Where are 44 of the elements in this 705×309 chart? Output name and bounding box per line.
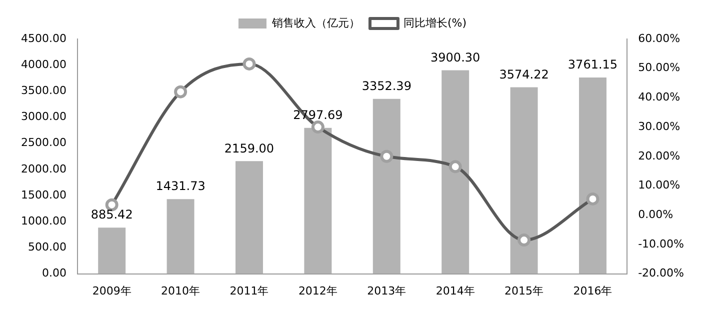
legend-label: 同比增长(%)	[403, 16, 467, 30]
x-tick-label: 2016年	[573, 284, 612, 298]
data-label: 2159.00	[224, 141, 274, 156]
bar	[372, 98, 400, 274]
bar	[579, 78, 606, 274]
y2-tick-label: 10.00%	[638, 178, 680, 192]
data-label: 3574.22	[499, 67, 549, 82]
bar	[442, 70, 470, 274]
y2-tick-label: 60.00%	[638, 32, 680, 45]
y2-tick-label: 50.00%	[638, 61, 680, 74]
data-label: 3900.30	[430, 50, 480, 64]
bar	[236, 161, 263, 274]
x-tick-label: 2010年	[161, 284, 200, 298]
y-tick-label: 1000.00	[20, 214, 66, 228]
y-tick-label: 4000.00	[20, 58, 66, 71]
bar	[98, 228, 126, 274]
y-tick-label: 2500.00	[20, 136, 66, 150]
x-tick-label: 2011年	[230, 284, 269, 298]
bar	[166, 199, 194, 274]
bar	[510, 87, 538, 274]
y2-tick-label: -10.00%	[638, 237, 684, 250]
y-tick-label: 3500.00	[20, 84, 66, 98]
y2-tick-label: -20.00%	[638, 266, 684, 280]
y-tick-label: 4500.00	[20, 32, 66, 45]
y-tick-label: 3000.00	[20, 110, 66, 124]
y2-tick-label: 20.00%	[638, 149, 680, 162]
bar	[304, 128, 332, 274]
y2-tick-label: 40.00%	[638, 90, 680, 104]
data-label: 3352.39	[362, 79, 412, 94]
x-tick-label: 2015年	[504, 284, 544, 298]
x-tick-label: 2014年	[436, 284, 475, 298]
x-tick-label: 2009年	[92, 284, 132, 298]
data-label: 885.42	[90, 208, 133, 222]
y-tick-label: 1500.00	[20, 188, 66, 202]
y-tick-label: 2000.00	[20, 162, 66, 176]
x-tick-label: 2013年	[367, 284, 406, 298]
x-tick-label: 2012年	[298, 284, 338, 298]
legend-label: 销售收入（亿元）	[270, 16, 360, 30]
y-tick-label: 0.00	[42, 266, 66, 280]
data-label: 3761.15	[568, 58, 618, 72]
y2-tick-label: 0.00%	[638, 208, 674, 221]
y2-tick-label: 30.00%	[638, 120, 680, 133]
data-label: 1431.73	[156, 179, 206, 194]
y-tick-label: 500.00	[28, 240, 66, 254]
